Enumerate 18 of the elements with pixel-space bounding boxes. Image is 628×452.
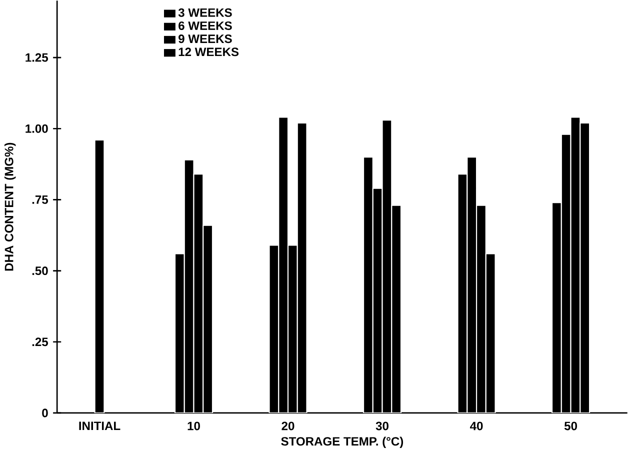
x-tick-label: 30 <box>376 421 388 430</box>
y-axis-title: DHA CONTENT (MG%) <box>4 142 16 270</box>
y-tick-label: .25 <box>32 337 48 346</box>
y-tick-label: 1.00 <box>26 124 48 133</box>
x-tick-label: INITIAL <box>79 421 120 430</box>
legend-label: 12 WEEKS <box>178 47 239 56</box>
y-tick-label: 0 <box>42 408 48 418</box>
legend-label: 6 WEEKS <box>178 21 232 30</box>
x-tick-label: 20 <box>282 421 294 430</box>
x-tick-label: 40 <box>470 421 483 430</box>
y-tick-label: 1.25 <box>26 53 48 62</box>
y-tick-label: .50 <box>32 266 48 275</box>
x-axis-title: STORAGE TEMP. (°C) <box>281 436 404 448</box>
legend-label: 3 WEEKS <box>178 8 232 17</box>
legend-label: 9 WEEKS <box>178 34 232 43</box>
x-tick-label: 50 <box>564 421 577 430</box>
x-tick-label: 10 <box>188 421 200 430</box>
y-tick-label: .75 <box>32 195 48 204</box>
